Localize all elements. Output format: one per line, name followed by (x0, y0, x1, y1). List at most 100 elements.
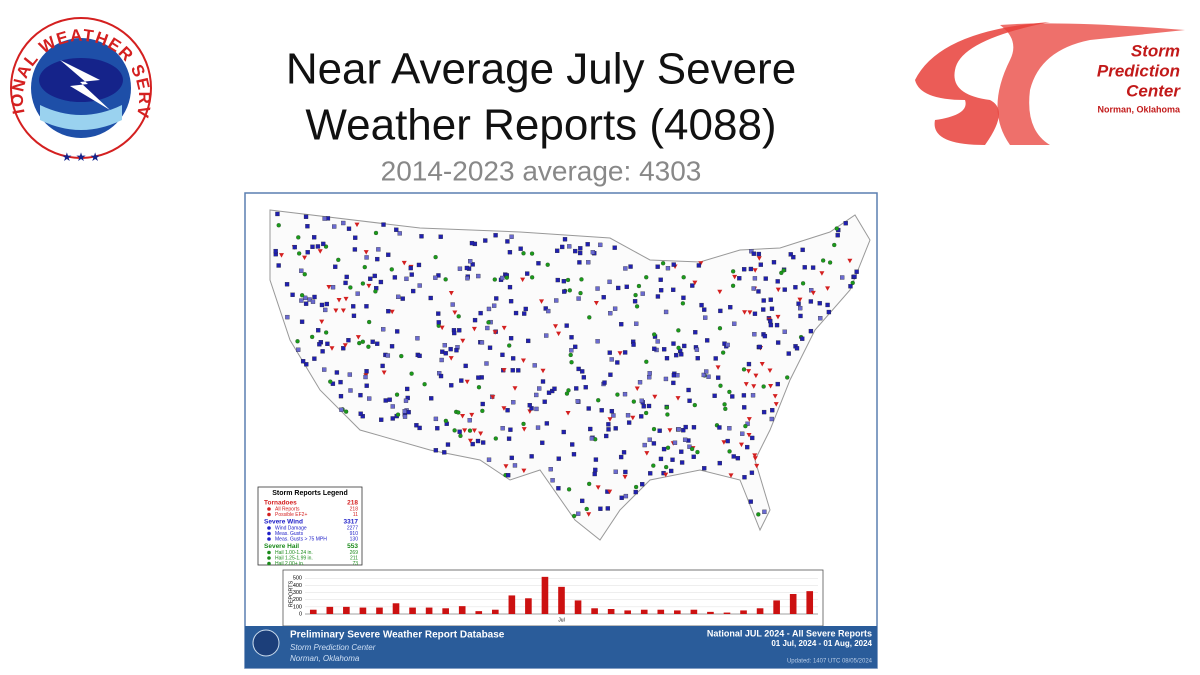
report-dot (494, 296, 499, 301)
report-dot (761, 384, 766, 389)
report-dot (321, 241, 326, 247)
report-dot (319, 302, 325, 308)
report-dot (749, 249, 754, 254)
report-dot (501, 325, 507, 331)
report-dot (658, 277, 663, 282)
legend: Storm Reports Legend Tornadoes 218 All Rep… (257, 486, 363, 567)
bar (690, 609, 698, 614)
report-dot (800, 281, 806, 286)
report-dot (521, 427, 527, 432)
report-dot (493, 436, 498, 441)
report-dot (302, 255, 308, 261)
report-dot (508, 299, 514, 304)
bar (789, 594, 797, 614)
report-dot (800, 336, 805, 341)
report-dot (606, 422, 611, 427)
report-dot (284, 282, 290, 287)
report-dot (526, 338, 531, 344)
report-dot (297, 251, 302, 256)
report-dot (661, 446, 667, 452)
report-dot (389, 344, 395, 349)
report-dot (718, 308, 723, 314)
report-dot (333, 264, 338, 269)
report-dot (609, 357, 614, 362)
report-dot (775, 381, 780, 387)
report-dot (748, 499, 753, 504)
bar (657, 609, 665, 614)
spc-place: Norman, Oklahoma (1097, 104, 1181, 114)
bar (475, 611, 483, 614)
report-dot (389, 309, 395, 315)
legend-item: Meas. Gusts (275, 531, 304, 537)
bar (806, 591, 814, 614)
report-dot (671, 287, 676, 292)
report-dot (454, 348, 459, 353)
report-dot (478, 310, 483, 316)
y-tick-label: 300 (293, 590, 302, 596)
report-dot (596, 398, 601, 403)
report-dot (433, 416, 439, 422)
report-dot (457, 266, 463, 271)
report-dot (521, 421, 526, 427)
report-dot (450, 302, 455, 307)
report-dot (333, 308, 339, 313)
legend-item-count: 269 (350, 550, 359, 556)
report-dot (408, 265, 413, 271)
report-dot (761, 409, 767, 415)
report-dot (433, 255, 438, 260)
report-dot (699, 302, 704, 308)
report-dot (717, 425, 722, 430)
report-dot (674, 352, 679, 358)
report-dot (712, 393, 717, 398)
report-dot (401, 260, 407, 266)
report-dot (332, 224, 337, 229)
report-dot (513, 310, 519, 316)
bar (674, 610, 681, 614)
report-dot (389, 267, 394, 272)
report-dot (612, 245, 617, 250)
footer-org: Storm Prediction Center (290, 643, 376, 652)
report-dot (375, 256, 380, 262)
report-dot (640, 291, 645, 296)
report-dot (695, 356, 700, 361)
report-dot (667, 428, 673, 433)
report-dot (409, 371, 414, 376)
report-dot (695, 449, 700, 455)
report-dot (725, 438, 730, 444)
report-dot (478, 431, 484, 437)
report-dot (500, 275, 505, 281)
footer-range: 01 Jul, 2024 - 01 Aug, 2024 (771, 639, 872, 648)
noaa-logo (252, 629, 280, 657)
report-dot (576, 296, 581, 301)
report-dot (452, 428, 457, 433)
legend-symbol (267, 526, 271, 530)
report-dot (299, 293, 305, 298)
report-dot (623, 493, 629, 499)
report-dot (663, 472, 669, 478)
report-dot (330, 285, 336, 290)
bar (723, 612, 731, 614)
report-dot (746, 432, 752, 438)
report-dot (655, 264, 660, 269)
bar (607, 609, 615, 614)
report-dot (762, 333, 768, 339)
report-dot (770, 407, 775, 413)
report-dot (537, 386, 542, 391)
report-dot (472, 317, 478, 323)
footer-bar (245, 626, 877, 668)
report-dot (644, 359, 649, 364)
report-dot (351, 304, 356, 309)
bar (707, 611, 714, 614)
report-dot (464, 379, 470, 385)
y-axis-label: REPORTS (288, 580, 294, 607)
report-dot (417, 353, 422, 359)
report-dot (543, 306, 548, 311)
report-dot (375, 341, 380, 346)
report-dot (578, 290, 583, 296)
report-dot (660, 261, 666, 266)
report-dot (631, 399, 636, 404)
report-dot (793, 285, 798, 290)
report-dot (634, 321, 639, 326)
report-dot (311, 235, 317, 240)
y-tick-label: 0 (299, 611, 302, 617)
